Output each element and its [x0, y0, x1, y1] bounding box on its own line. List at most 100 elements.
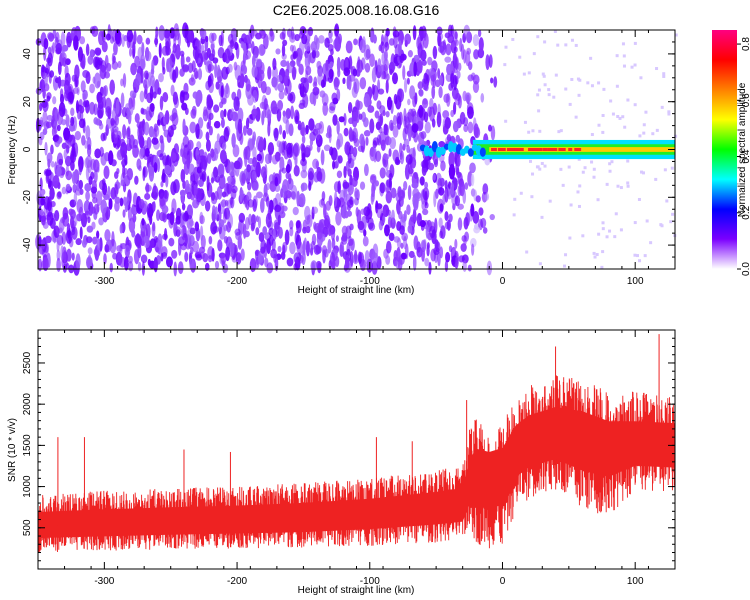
spectrogram-cell	[242, 125, 247, 136]
spectrogram-cell	[484, 157, 491, 166]
spectrogram-cell	[247, 94, 254, 106]
spectrogram-cell	[85, 236, 93, 244]
spectrogram-cell	[93, 56, 99, 68]
spectrogram-cell	[68, 123, 76, 132]
spectrogram-cell	[181, 203, 186, 211]
spectrogram-cell	[409, 164, 413, 178]
spectrogram-cell	[281, 43, 286, 57]
spectrogram-cell	[334, 191, 338, 207]
spectrogram-cell	[633, 221, 637, 225]
spectrogram-cell	[53, 225, 60, 238]
spectrogram-cell	[342, 181, 350, 189]
spectrogram-cell	[404, 163, 410, 180]
spectrogram-cell	[437, 68, 441, 79]
spectrogram-cell	[190, 246, 194, 255]
spectrogram-cell	[351, 85, 358, 98]
spectrogram-cell	[321, 190, 326, 201]
spectrogram-cell	[115, 98, 120, 115]
spectrogram-cell	[177, 261, 184, 275]
spectrogram-cell	[363, 117, 369, 128]
spectrogram-cell	[490, 77, 494, 84]
spectrogram-cell	[470, 203, 475, 217]
spectrogram-cell	[619, 186, 623, 190]
spectrogram-cell	[459, 37, 463, 52]
spectrogram-cell	[398, 190, 406, 201]
spectrogram-cell	[421, 79, 429, 91]
spectrogram-cell	[348, 238, 354, 246]
spectrogram-cell	[403, 138, 410, 147]
spectrogram-cell	[422, 187, 430, 201]
spectrogram-cell	[310, 124, 317, 134]
spectrogram-cell	[312, 206, 319, 214]
spectrogram-cell	[241, 172, 246, 184]
spectrogram-cell	[56, 191, 62, 200]
spectrogram-cell	[37, 258, 43, 272]
x-tick-label: -200	[227, 576, 247, 587]
spectrogram-cell	[413, 235, 419, 250]
spectrogram-cell	[488, 54, 493, 68]
carrier-band-peak	[510, 148, 515, 151]
spectrogram-cell	[145, 37, 151, 45]
spectrogram-cell	[56, 257, 61, 272]
spectrogram-cell	[444, 117, 451, 129]
spectrogram-cell	[341, 225, 348, 236]
spectrogram-cell	[593, 255, 597, 259]
spectrogram-cell	[287, 93, 294, 102]
spectrogram-cell	[393, 236, 400, 243]
spectrogram-cell	[44, 72, 48, 87]
spectrogram-cell	[348, 56, 353, 70]
spectrogram-cell	[336, 88, 341, 102]
spectrogram-cell	[56, 124, 61, 132]
spectrogram-cell	[420, 160, 428, 169]
spectrogram-cell	[424, 121, 431, 134]
spectrogram-cell	[403, 180, 408, 191]
spectrogram-cell	[288, 173, 292, 185]
spectrogram-cell	[237, 252, 241, 262]
spectrogram-cell	[44, 235, 52, 244]
spectrogram-cell	[452, 120, 459, 133]
spectrogram-cell	[111, 61, 119, 70]
spectrogram-cell	[134, 175, 139, 185]
spectrogram-cell	[438, 141, 446, 148]
spectrogram-cell	[386, 179, 392, 188]
spectrogram-cell	[412, 254, 417, 271]
spectrogram-cell	[360, 57, 366, 70]
spectrogram-cell	[530, 195, 534, 199]
spectrogram-cell	[200, 155, 208, 170]
spectrogram-cell	[623, 125, 627, 129]
spectrogram-cell	[151, 65, 155, 78]
snr-y-label: SNR (10 * v/v)	[7, 418, 18, 482]
spectrogram-cell	[217, 46, 225, 59]
spectrogram-cell	[199, 214, 205, 225]
spectrogram-cell	[427, 162, 435, 171]
spectrogram-cell	[78, 156, 84, 173]
spectrogram-cell	[644, 110, 648, 114]
spectrogram-cell	[619, 228, 623, 232]
spectrogram-cell	[397, 88, 405, 103]
spectrogram-cell	[247, 199, 255, 208]
spectrogram-cell	[43, 45, 47, 61]
spectrogram-cell	[465, 50, 471, 67]
spectrogram-cell	[436, 26, 443, 36]
spectrogram-cell	[356, 209, 362, 225]
spectrogram-cell	[283, 140, 287, 151]
spectrogram-cell	[590, 160, 594, 164]
spectrogram-cell	[237, 107, 244, 123]
spectrogram-cell	[307, 167, 315, 181]
spectrogram-cell	[194, 49, 199, 64]
spectrogram-cell	[559, 129, 563, 133]
spectrogram-cell	[113, 128, 119, 144]
spectrogram-cell	[427, 56, 433, 66]
spectrogram-cell	[411, 182, 419, 189]
spectrogram-cell	[134, 233, 142, 247]
spectrogram-cell	[576, 190, 580, 194]
spectrogram-cell	[108, 198, 113, 210]
spectrogram-cell	[221, 97, 227, 105]
spectrogram-cell	[138, 165, 142, 172]
spectrogram-cell	[94, 47, 102, 56]
spectrogram-cell	[412, 193, 419, 209]
spectrogram-cell	[68, 208, 74, 216]
spectrogram-cell	[189, 121, 197, 134]
spectrogram-cell	[651, 132, 655, 136]
spectrogram-cell	[410, 214, 417, 223]
